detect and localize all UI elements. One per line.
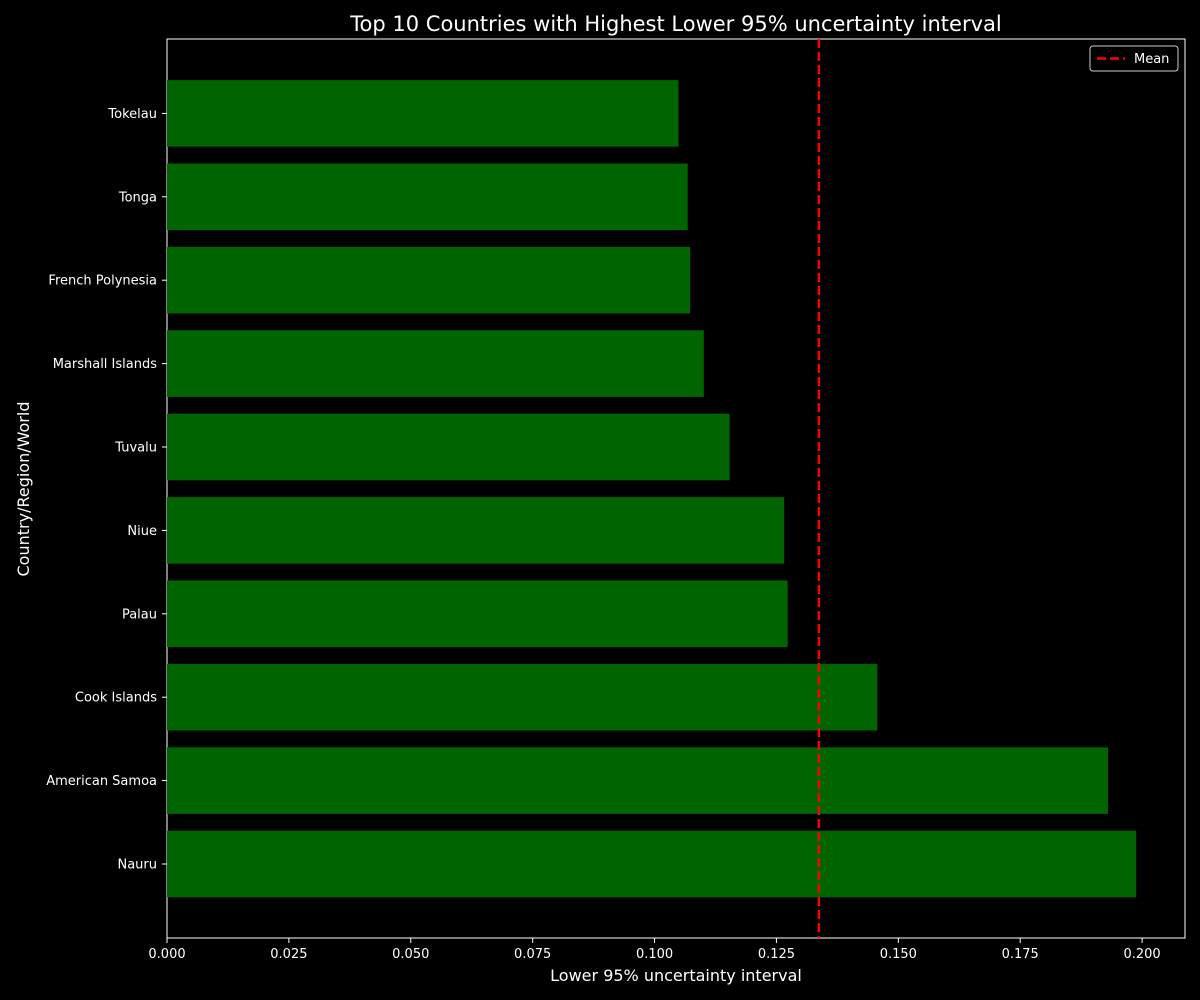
- legend-box: [1089, 45, 1179, 72]
- x-tick-label: 0.050: [392, 947, 429, 962]
- bar: [167, 663, 878, 731]
- y-tick-label: Marshall Islands: [53, 357, 158, 372]
- bar: [167, 830, 1137, 898]
- bars-group: [167, 80, 1137, 898]
- x-axis-label: Lower 95% uncertainty interval: [550, 966, 802, 985]
- chart-title: Top 10 Countries with Highest Lower 95% …: [349, 12, 1001, 36]
- bar: [167, 413, 730, 481]
- x-tick-label: 0.200: [1123, 947, 1160, 962]
- y-tick-label: Tokelau: [107, 107, 157, 122]
- bar: [167, 580, 788, 648]
- bar: [167, 747, 1108, 814]
- y-axis-label: Country/Region/World: [14, 402, 33, 577]
- bar: [167, 163, 688, 231]
- bar: [167, 497, 785, 564]
- bar: [167, 246, 691, 314]
- y-tick-label: Tuvalu: [114, 441, 157, 456]
- x-tick-label: 0.150: [880, 947, 917, 962]
- x-tick-label: 0.100: [636, 947, 673, 962]
- bar: [167, 80, 679, 147]
- x-tick-label: 0.175: [1002, 947, 1039, 962]
- x-axis-ticks: 0.000 0.025 0.050 0.075 0.100 0.125 0.150 0.175…: [148, 938, 1161, 962]
- x-tick-label: 0.075: [514, 947, 551, 962]
- x-tick-label: 0.025: [270, 947, 307, 962]
- legend-mean-label: Mean: [1134, 52, 1169, 67]
- y-tick-label: Nauru: [117, 858, 157, 873]
- y-tick-label: Palau: [122, 607, 157, 622]
- y-axis-ticks: Nauru American Samoa Cook Islands Palau Niue…: [46, 107, 167, 873]
- plot-area: [166, 38, 1186, 939]
- y-tick-label: American Samoa: [46, 774, 157, 789]
- bar: [167, 330, 704, 397]
- y-tick-label: Niue: [127, 524, 157, 539]
- legend: Mean: [1089, 45, 1179, 72]
- y-tick-label: French Polynesia: [48, 274, 157, 289]
- x-tick-label: 0.000: [148, 947, 185, 962]
- y-tick-label: Tonga: [118, 190, 157, 205]
- x-tick-label: 0.125: [758, 947, 795, 962]
- y-tick-label: Cook Islands: [75, 691, 157, 706]
